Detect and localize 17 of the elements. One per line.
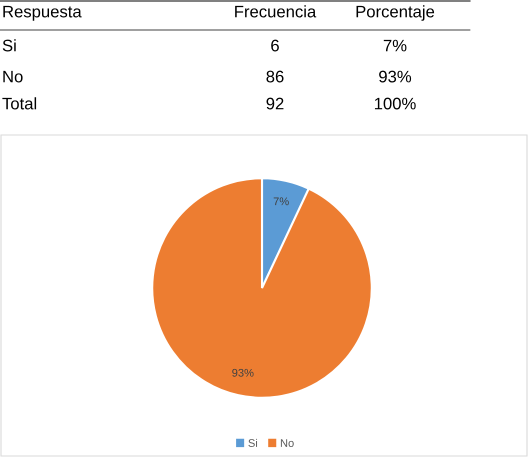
text: 6	[271, 40, 279, 52]
text: 93%	[379, 70, 412, 82]
text: 92	[266, 98, 284, 110]
text: 100%	[374, 98, 416, 110]
text: Porcentaje	[356, 5, 434, 21]
text: 86	[266, 70, 284, 82]
text: Respuesta	[3, 6, 82, 21]
text: 7%	[384, 40, 406, 52]
text: Total	[2, 97, 36, 110]
text: Frecuencia	[235, 5, 316, 18]
data-label: 7%	[274, 197, 289, 206]
text: No	[3, 70, 23, 82]
pie-slice	[151, 177, 373, 399]
data-label: 93%	[232, 368, 254, 377]
text: Si	[2, 39, 16, 52]
legend-label: No	[280, 439, 294, 447]
legend-label: Si	[248, 438, 258, 447]
